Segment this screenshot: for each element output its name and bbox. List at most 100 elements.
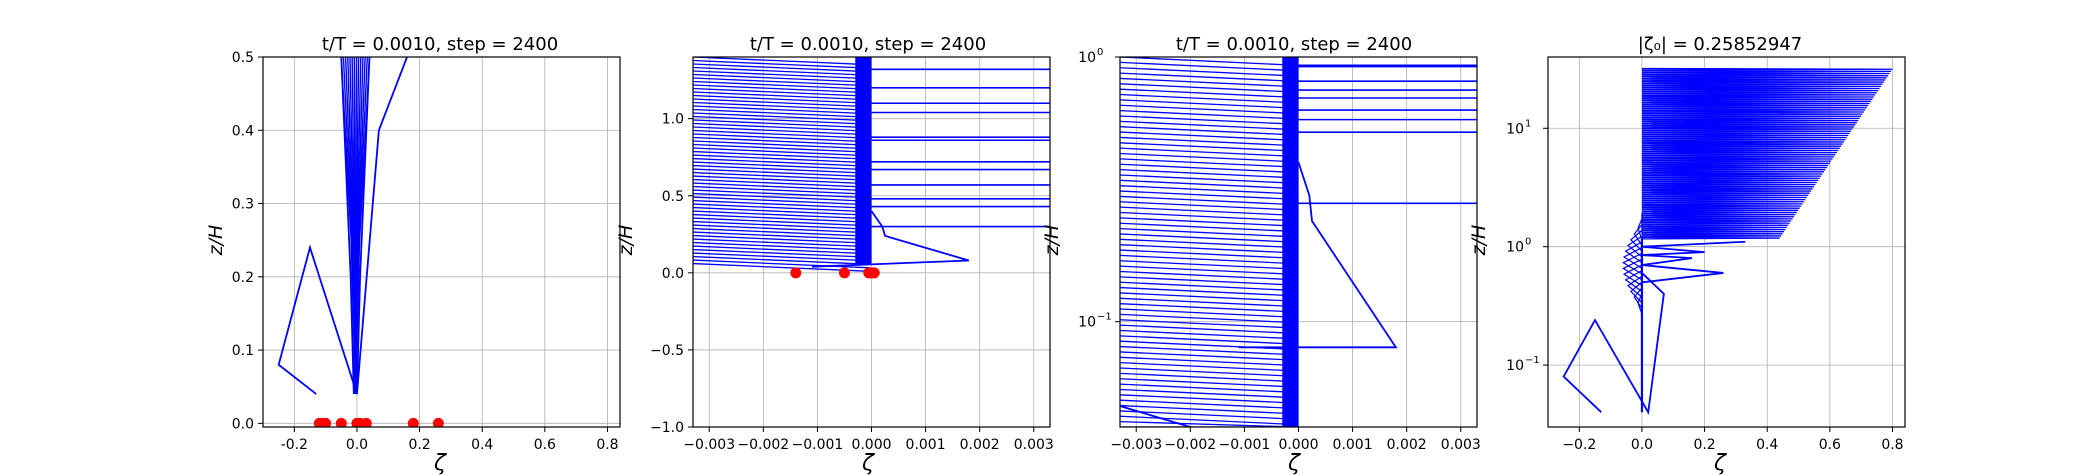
plot-2-bundle-line <box>693 77 870 87</box>
plot-4-band-line <box>1641 138 1846 142</box>
plot-4-bulge-line <box>1622 252 1643 275</box>
plot-1-ytick-label: 0.2 <box>232 270 254 286</box>
plot-3-bundle-line <box>1120 324 1297 335</box>
plot-3-bundle-line <box>1120 399 1297 410</box>
plot-4-band-line <box>1641 200 1804 204</box>
plot-2-series-line <box>811 210 970 268</box>
plot-3-bundle-line <box>1120 115 1297 125</box>
plot-2-bundle-line <box>693 70 870 80</box>
plot-4-xtick-label: 0.4 <box>1756 437 1778 453</box>
plot-3-ytick-label: 10 <box>1078 315 1096 331</box>
plot-4-band-line <box>1641 84 1882 88</box>
plot-1-title: t/T = 0.0010, step = 2400 <box>322 34 558 55</box>
plot-2-bundle-line <box>693 259 870 269</box>
plot-2-bundle-line <box>693 63 870 73</box>
plot-4-band-line <box>1641 97 1873 101</box>
plot-2-area <box>693 57 1050 427</box>
plot-4-band-line <box>1641 108 1866 112</box>
plot-3-bundle-line <box>1120 72 1297 83</box>
plot-2-xtick-label: −0.001 <box>792 437 844 453</box>
plot-2-bundle-line <box>693 255 870 265</box>
plot-3-bundle-line <box>1120 378 1297 388</box>
subplot-2: t/T = 0.0010, step = 2400 ζ z/H −0.003 −0… <box>615 34 1054 475</box>
plot-4-band-line <box>1641 149 1839 152</box>
plot-2-bundle-line <box>693 178 870 188</box>
plot-2-bundle-line <box>693 91 870 101</box>
plot-3-bundle-line <box>1120 345 1297 356</box>
plot-2-bundle-line <box>693 171 870 181</box>
plot-4-bulge-line <box>1624 270 1643 292</box>
plot-3-bundle-core <box>1282 57 1299 427</box>
plot-3-ylabel: z/H <box>1041 225 1063 257</box>
plot-3-bundle-line <box>1120 217 1297 227</box>
plot-4-band-line <box>1641 168 1826 172</box>
plot-4-band-line <box>1641 116 1860 120</box>
plot-4-band-line <box>1641 163 1829 167</box>
plot-3-bundle-line <box>1120 260 1297 270</box>
plot-3-bundle-line <box>1120 126 1297 136</box>
plot-3-bundle-line <box>1120 222 1297 233</box>
plot-2-bundle-line <box>693 206 870 216</box>
plot-4-bulge-line <box>1630 281 1643 304</box>
plot-3-bundle-line <box>1120 367 1297 378</box>
plot-3-series-line <box>1120 405 1191 427</box>
plot-3-bundle-line <box>1120 136 1297 147</box>
plot-4-title: |ζ₀| = 0.25852947 <box>1638 34 1802 55</box>
plot-4-bulge-line <box>1622 264 1643 287</box>
plot-3-xtick-label: 0.000 <box>1278 437 1318 453</box>
plot-4-bulge-line <box>1626 275 1643 298</box>
plot-3-bundle-line <box>1120 244 1297 254</box>
plot-2-bundle-line <box>693 220 870 230</box>
plot-2-bundle-line <box>693 112 870 122</box>
plot-4-band-line <box>1641 193 1809 197</box>
plot-4-band-line <box>1641 232 1783 236</box>
plot-3-bundle-line <box>1120 329 1297 340</box>
plot-1-series-line <box>340 57 355 395</box>
plot-4-band-line <box>1641 228 1786 231</box>
plot-4-band-line <box>1641 223 1789 227</box>
subplot-3: t/T = 0.0010, step = 2400 ζ z/H −0.003 −0… <box>1041 34 1481 475</box>
plot-4-band-line <box>1641 87 1880 90</box>
plot-3-bundle-line <box>1120 362 1297 372</box>
plot-3-bundle-line <box>1120 308 1297 319</box>
plot-4-bulge-line <box>1633 224 1643 246</box>
plot-3-bundle-line <box>1120 254 1297 265</box>
plot-4-band-line <box>1641 140 1844 144</box>
plot-4-band-line <box>1641 187 1813 191</box>
plot-3-xlabel: ζ <box>1287 451 1301 475</box>
plot-4-band-line <box>1641 106 1867 110</box>
plot-1-ytick-label: 0.5 <box>232 50 254 66</box>
plot-3-bundle-line <box>1120 190 1297 201</box>
plot-1-xtick-label: 0.0 <box>346 437 368 453</box>
plot-2-bundle-line <box>693 66 870 76</box>
plot-4-bulge-line <box>1622 258 1643 281</box>
plot-4-band-line <box>1641 234 1782 238</box>
plot-3-bundle-line <box>1120 313 1297 324</box>
plot-3-bundle-line <box>1120 319 1297 329</box>
plot-4-ytick-label: 10 <box>1506 358 1524 374</box>
plot-4-band-line <box>1641 69 1892 73</box>
plot-2-ytick-label: −0.5 <box>650 343 684 359</box>
plot-2-bundle-line <box>693 157 870 167</box>
plot-3-bundle-line <box>1120 104 1297 115</box>
plot-3-bundle-line <box>1120 238 1297 249</box>
plot-4-band-line <box>1641 219 1792 223</box>
plot-2-bundle-line <box>693 80 870 90</box>
plot-4-band-line <box>1641 95 1874 99</box>
plot-4-band-line <box>1641 206 1800 210</box>
plot-3-bundle-line <box>1120 335 1297 345</box>
plot-3-bundle-line <box>1120 93 1297 104</box>
plot-4-band-line <box>1641 198 1806 202</box>
plot-1-xtick-label: 0.8 <box>596 437 618 453</box>
plot-1-ytick-label: 0.0 <box>232 416 254 432</box>
plot-2-bundle-line <box>693 136 870 146</box>
plot-3-bundle-line <box>1120 201 1297 211</box>
plot-4-band-line <box>1641 112 1863 116</box>
plot-2-bundle-line <box>693 189 870 199</box>
plot-2-bundle-line <box>693 210 870 220</box>
plot-3-title: t/T = 0.0010, step = 2400 <box>1176 34 1412 55</box>
plot-2-bundle-line <box>693 192 870 202</box>
plot-3-bundle-line <box>1120 88 1297 99</box>
plot-3-bundle-line <box>1120 131 1297 142</box>
plot-2-bundle-line <box>693 87 870 97</box>
